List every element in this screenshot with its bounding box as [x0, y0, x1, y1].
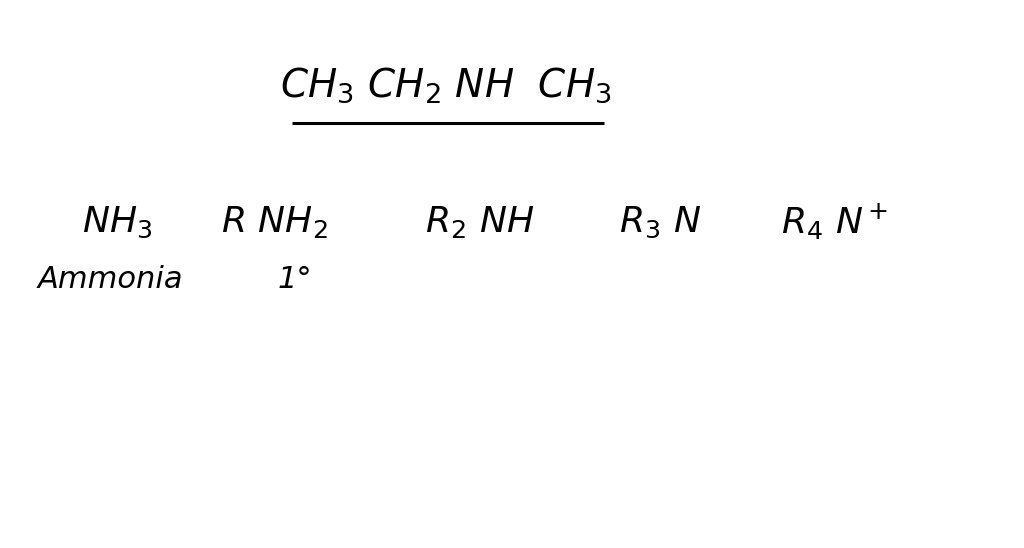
Text: R$_2$ NH: R$_2$ NH — [425, 204, 534, 240]
Text: Ammonia: Ammonia — [38, 265, 183, 294]
Text: R NH$_2$: R NH$_2$ — [221, 204, 328, 240]
Text: R$_4$ N$^+$: R$_4$ N$^+$ — [781, 202, 888, 242]
Text: R$_3$ N: R$_3$ N — [620, 204, 701, 239]
Text: NH$_3$: NH$_3$ — [83, 204, 153, 239]
Text: CH$_3$ CH$_2$ NH  CH$_3$: CH$_3$ CH$_2$ NH CH$_3$ — [280, 65, 611, 105]
Text: 1°: 1° — [278, 265, 312, 294]
